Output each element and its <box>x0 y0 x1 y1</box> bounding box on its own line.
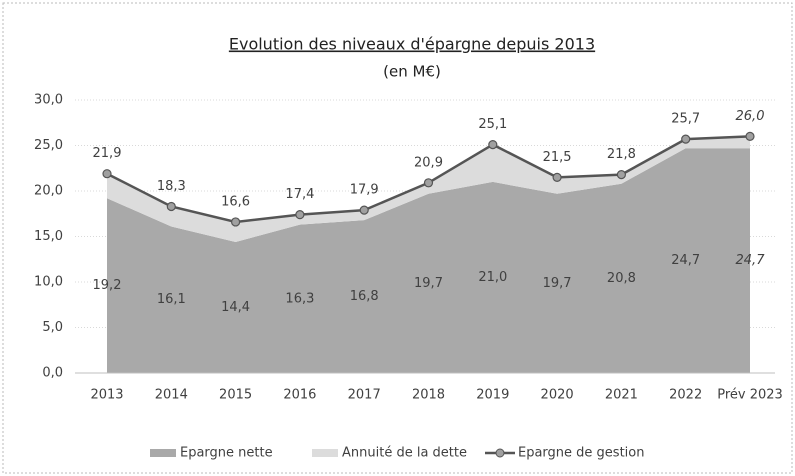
data-label: 19,7 <box>414 276 443 291</box>
data-label: 20,8 <box>607 271 636 286</box>
legend-label: Epargne de gestion <box>518 446 644 461</box>
y-tick-label: 15,0 <box>34 229 63 244</box>
marker <box>423 178 434 188</box>
data-label: 25,7 <box>671 112 700 127</box>
legend-marker <box>495 448 505 458</box>
chart-subtitle: (en M€) <box>383 63 441 81</box>
legend-swatch <box>312 449 338 457</box>
marker <box>166 201 176 212</box>
x-tick-label: 2020 <box>541 388 574 403</box>
y-tick-label: 25,0 <box>34 138 63 153</box>
area <box>107 136 750 242</box>
x-tick-label: 2015 <box>219 388 252 403</box>
data-label: 18,3 <box>157 179 186 194</box>
marker <box>102 169 112 179</box>
marker <box>488 139 498 150</box>
y-tick-label: 20,0 <box>34 184 63 199</box>
legend-swatch <box>150 449 176 457</box>
chart-title: Evolution des niveaux d'épargne depuis 2… <box>229 35 595 54</box>
x-tick-label: 2021 <box>605 388 638 403</box>
x-tick-label: Prév 2023 <box>717 388 783 403</box>
x-tick-label: 2019 <box>476 388 509 403</box>
marker <box>745 131 755 141</box>
y-tick-label: 10,0 <box>34 275 63 290</box>
data-label: 17,9 <box>350 183 379 198</box>
marker <box>552 172 562 182</box>
data-label: 21,0 <box>478 270 507 285</box>
marker <box>681 134 691 144</box>
data-label: 16,8 <box>350 289 379 304</box>
data-label: 21,5 <box>543 150 572 165</box>
x-tick-label: 2018 <box>412 388 445 403</box>
data-label: 16,3 <box>285 291 314 306</box>
marker <box>359 205 369 215</box>
data-label: 16,6 <box>221 194 250 209</box>
y-tick-label: 5,0 <box>42 320 63 335</box>
data-label: 24,7 <box>736 253 766 268</box>
marker <box>616 170 627 180</box>
legend-label: Epargne nette <box>180 446 273 461</box>
data-label: 21,9 <box>93 146 122 161</box>
data-label: 17,4 <box>285 187 314 202</box>
x-tick-label: 2016 <box>283 388 316 403</box>
data-label: 24,7 <box>671 253 700 268</box>
x-tick-label: 2017 <box>348 388 381 403</box>
area <box>107 148 750 373</box>
legend-label: Annuité de la dette <box>342 446 467 461</box>
marker <box>295 210 305 220</box>
marker <box>231 217 241 227</box>
x-tick-label: 2014 <box>155 388 188 403</box>
data-label: 14,4 <box>221 300 250 315</box>
data-label: 25,1 <box>478 117 507 132</box>
data-label: 19,2 <box>93 278 122 293</box>
data-label: 20,9 <box>414 155 443 170</box>
x-tick-label: 2022 <box>669 388 702 403</box>
data-label: 26,0 <box>736 109 765 124</box>
data-label: 19,7 <box>543 276 572 291</box>
y-tick-label: 30,0 <box>34 93 63 108</box>
data-label: 21,8 <box>607 147 636 162</box>
y-tick-label: 0,0 <box>42 366 63 381</box>
x-tick-label: 2013 <box>90 388 123 403</box>
data-label: 16,1 <box>157 292 186 307</box>
